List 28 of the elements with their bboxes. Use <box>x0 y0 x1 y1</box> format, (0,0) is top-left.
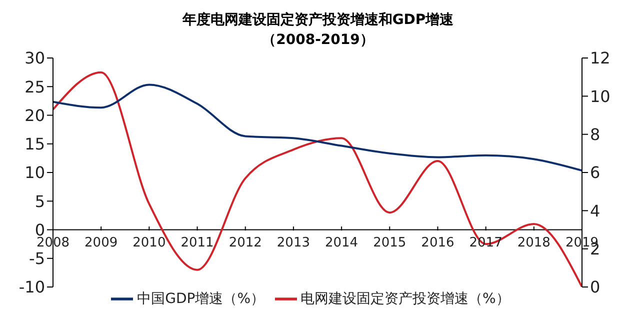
x-tick-label: 2009 <box>84 236 118 250</box>
chart-title: 年度电网建设固定资产投资增速和GDP增速 <box>181 10 455 30</box>
y2-tick-label: 8 <box>590 125 600 144</box>
line-series <box>53 84 582 172</box>
y2-tick-label: 6 <box>590 163 600 182</box>
y2-tick-label: 4 <box>590 201 600 220</box>
y-tick-label: 25 <box>24 77 45 96</box>
x-tick-label: 2018 <box>517 236 550 250</box>
x-tick-label: 2011 <box>180 236 214 250</box>
y-tick-label: 30 <box>24 48 45 68</box>
y2-tick-label: 10 <box>590 86 610 106</box>
y-tick-label: -5 <box>29 249 45 268</box>
x-tick-label: 2015 <box>373 236 406 250</box>
legend-label: 电网建设固定资产投资增速（%） <box>300 290 510 307</box>
x-tick-label: 2013 <box>276 236 310 250</box>
y-tick-label: 20 <box>24 106 45 125</box>
y-tick-label: 15 <box>24 134 45 154</box>
x-tick-label: 2012 <box>228 236 262 250</box>
y2-tick-label: 12 <box>590 48 610 68</box>
chart-subtitle: （2008-2019） <box>261 31 375 50</box>
x-tick-label: 2014 <box>325 236 358 250</box>
y-tick-label: 5 <box>34 192 45 211</box>
x-tick-label: 2010 <box>132 236 166 250</box>
y2-tick-label: 0 <box>590 278 600 297</box>
x-tick-label: 2016 <box>421 236 454 250</box>
y-tick-label: 10 <box>24 163 45 182</box>
legend-label: 中国GDP增速（%） <box>137 290 265 307</box>
y-tick-label: -10 <box>18 278 45 297</box>
